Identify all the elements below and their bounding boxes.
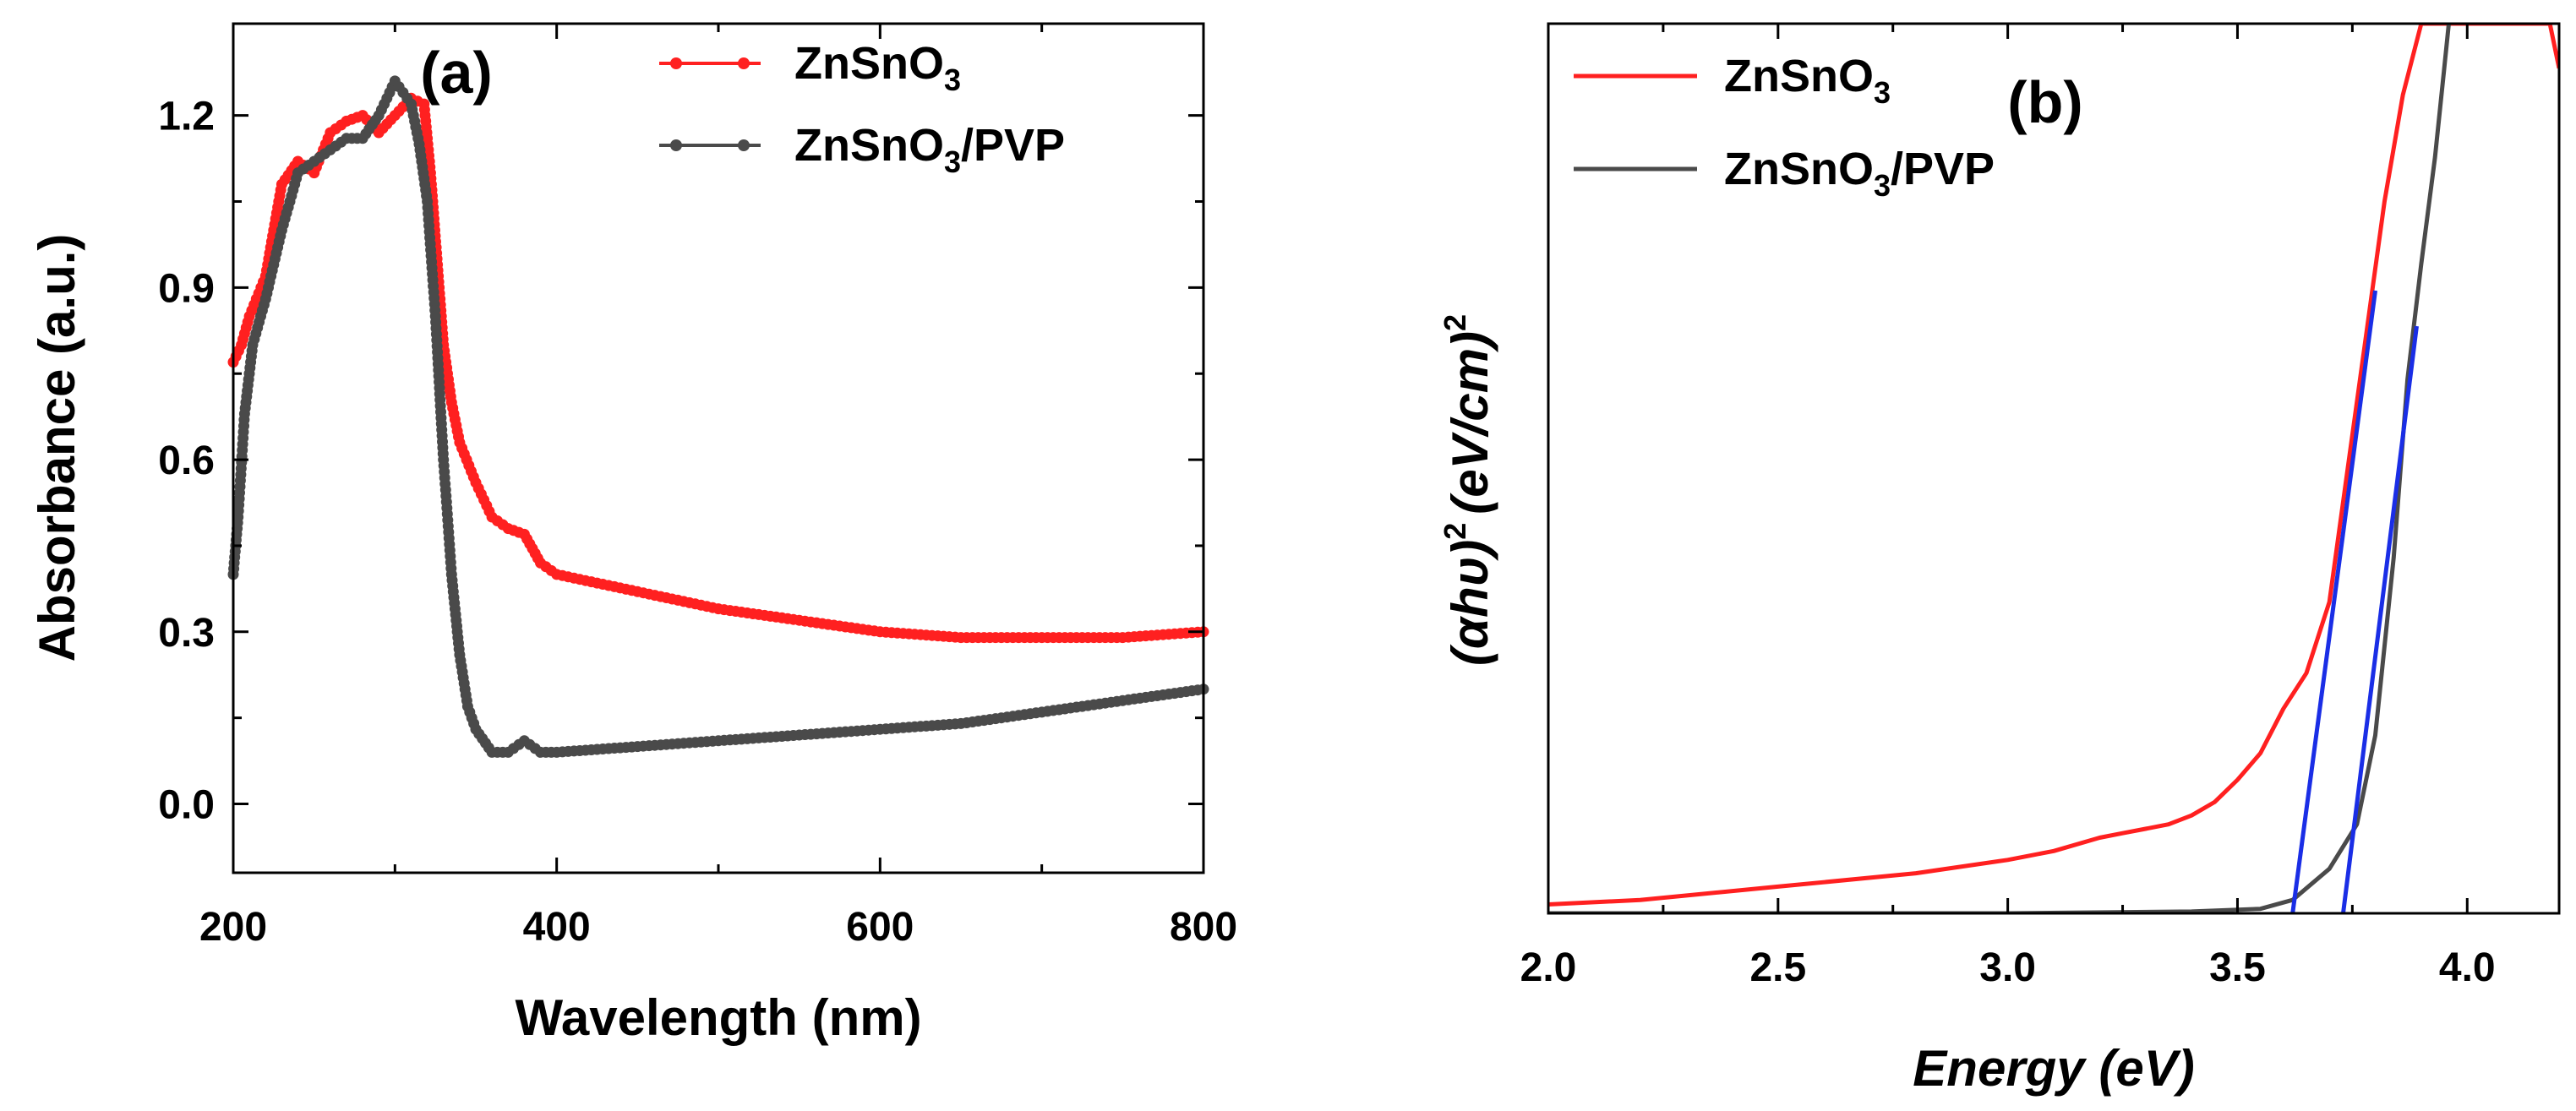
panel-b-ylabel-unit: (eV/cm) — [1442, 331, 1498, 515]
x-tick-label: 3.0 — [1979, 945, 2036, 990]
panel-b-ticks: 2.0 2.5 3.0 3.5 4.0 — [1520, 24, 2496, 990]
legend-label-main: ZnSnO — [794, 38, 944, 89]
panel-a-label: (a) — [420, 40, 493, 106]
legend-label-main: ZnSnO — [1724, 144, 1874, 194]
x-tick-label: 4.0 — [2439, 945, 2496, 990]
panel-a-xlabel: Wavelength (nm) — [515, 989, 921, 1046]
x-tick-label: 400 — [523, 905, 591, 950]
series-line-znsno3-pvp — [232, 79, 1204, 754]
panel-a: 200 400 600 800 0.0 0.3 0.6 0.9 1.2 (a) Waveleng… — [29, 22, 1237, 1046]
panel-b-plot-area — [1548, 24, 2559, 913]
legend-marker-zinc-stannate — [670, 57, 682, 69]
legend-label-zinc-stannate: ZnSnO3 — [1724, 51, 1891, 110]
panel-b-ylabel-sup1: 2 — [1438, 523, 1472, 540]
panel-b-legend: ZnSnO3 ZnSnO3/PVP — [1574, 51, 1995, 203]
panel-b: 2.0 2.5 3.0 3.5 4.0 (b) Energy (eV) (αhυ)2(e… — [1438, 22, 2561, 1097]
series-line-znsno3-pvp — [1548, 24, 2451, 913]
x-tick-label: 2.5 — [1749, 945, 1806, 990]
legend-label-suffix: /PVP — [1891, 144, 1995, 194]
legend-marker-zinc-stannate-pvp — [738, 139, 750, 151]
y-tick-label: 0.3 — [158, 611, 215, 656]
y-tick-label: 0.9 — [158, 266, 215, 311]
panel-b-label: (b) — [2007, 69, 2082, 135]
x-tick-label: 200 — [199, 905, 267, 950]
legend-label-subscript: 3 — [1874, 75, 1891, 110]
panel-b-ylabel-main: (αhυ) — [1442, 540, 1498, 666]
y-tick-label: 0.6 — [158, 438, 215, 483]
legend-label-main: ZnSnO — [1724, 51, 1874, 101]
legend-label-subscript: 3 — [944, 63, 961, 97]
legend-label-zinc-stannate-pvp: ZnSnO3/PVP — [794, 120, 1065, 179]
legend-label-zinc-stannate: ZnSnO3 — [794, 38, 961, 97]
panel-a-ticks: 200 400 600 800 0.0 0.3 0.6 0.9 1.2 — [158, 24, 1237, 950]
legend-label-subscript: 3 — [944, 144, 961, 179]
panel-a-plot-area — [227, 75, 1209, 758]
panel-b-frame — [1547, 22, 2561, 915]
panel-b-ylabel-sup2: 2 — [1438, 314, 1472, 331]
legend-label-main: ZnSnO — [794, 120, 944, 171]
fit-line-znsno3-fit — [2290, 290, 2378, 913]
legend-label-suffix: /PVP — [961, 120, 1065, 171]
x-tick-label: 3.5 — [2209, 945, 2266, 990]
y-tick-label: 0.0 — [158, 783, 215, 828]
x-tick-label: 2.0 — [1520, 945, 1577, 990]
panel-a-legend: ZnSnO3 ZnSnO3/PVP — [659, 38, 1065, 179]
legend-marker-zinc-stannate-pvp — [670, 139, 682, 151]
panel-b-ylabel: (αhυ)2(eV/cm)2 — [1438, 314, 1498, 666]
fit-line-znsno3-pvp-fit — [2341, 325, 2419, 913]
series-line-znsno3 — [232, 97, 1204, 639]
series-line-znsno3 — [1548, 24, 2559, 907]
x-tick-label: 600 — [846, 905, 914, 950]
x-tick-label: 800 — [1170, 905, 1237, 950]
panel-b-xlabel: Energy (eV) — [1913, 1040, 2194, 1097]
panel-a-ylabel: Absorbance (a.u.) — [29, 234, 85, 662]
legend-label-subscript: 3 — [1874, 168, 1891, 203]
legend-label-zinc-stannate-pvp: ZnSnO3/PVP — [1724, 144, 1995, 203]
legend-marker-zinc-stannate — [738, 57, 750, 69]
y-tick-label: 1.2 — [158, 95, 215, 139]
